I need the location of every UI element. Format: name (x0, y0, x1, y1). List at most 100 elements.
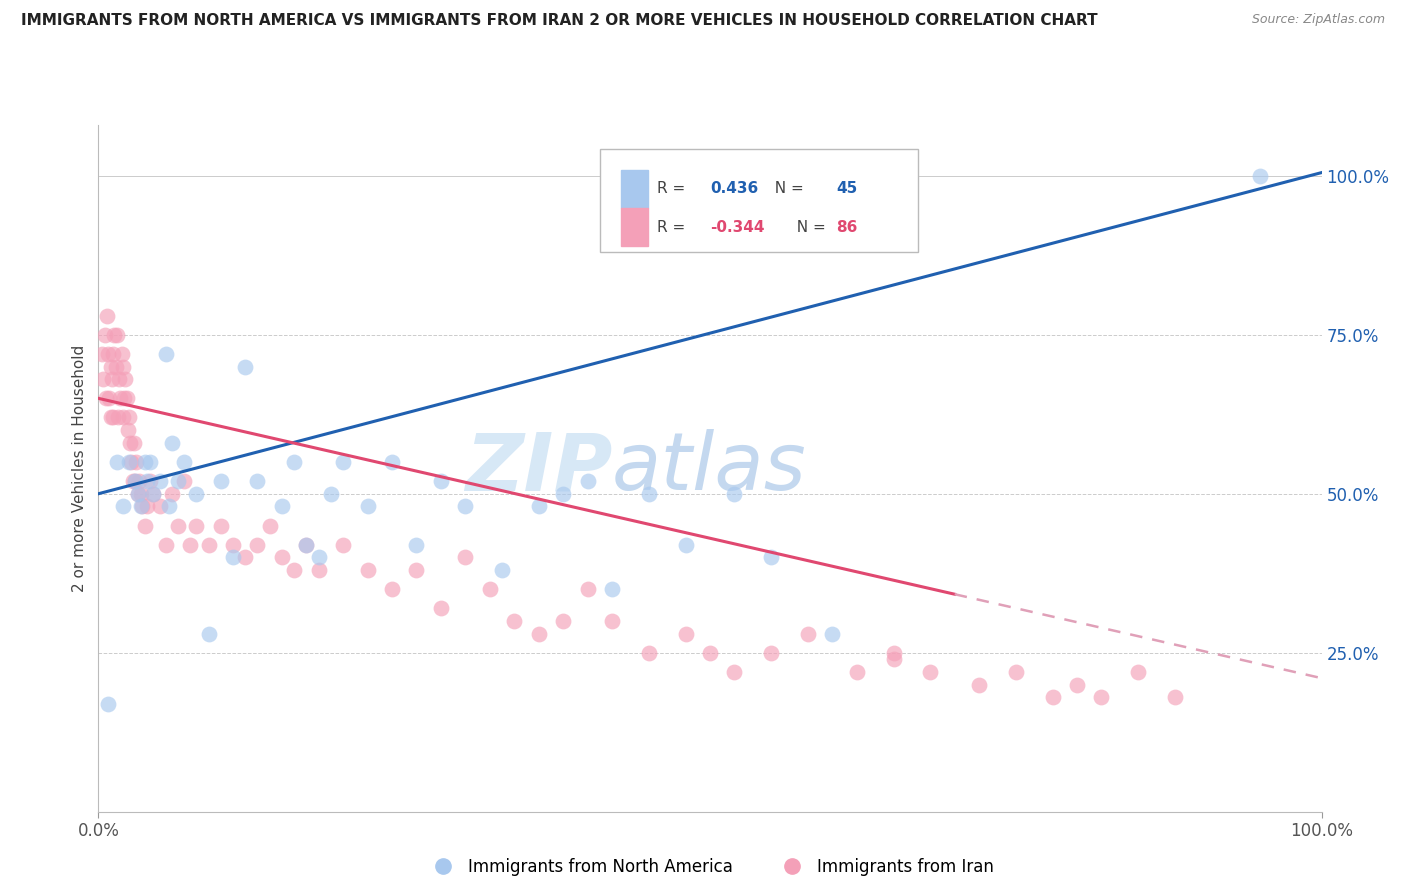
Point (105, 455, 128, 469)
Text: N =: N = (765, 181, 808, 196)
Point (97, 697, 120, 711)
Bar (620, 170, 648, 208)
Point (209, 474, 232, 488)
Point (91, 372, 114, 386)
Point (131, 500, 153, 514)
Point (638, 487, 661, 501)
Bar (620, 209, 648, 246)
Point (100, 359, 122, 374)
Point (118, 455, 141, 469)
Point (430, 474, 453, 488)
Point (186, 487, 208, 501)
Point (129, 487, 152, 501)
Point (149, 474, 172, 488)
Point (98, 392, 121, 406)
Point (122, 435, 145, 450)
Point (295, 538, 318, 552)
Point (356, 563, 378, 577)
Point (111, 410, 134, 425)
Point (381, 455, 404, 469)
Point (155, 347, 177, 361)
Point (1066, 677, 1088, 691)
Point (139, 455, 162, 469)
Point (967, 677, 990, 691)
Point (155, 538, 177, 552)
Point (233, 359, 256, 374)
Point (197, 626, 219, 640)
Y-axis label: 2 or more Vehicles in Household: 2 or more Vehicles in Household (72, 344, 87, 592)
Point (104, 359, 127, 374)
Point (124, 474, 146, 488)
Point (1090, 690, 1112, 705)
Text: 45: 45 (837, 181, 858, 196)
Point (1250, 169, 1272, 183)
Point (430, 601, 453, 615)
Point (883, 646, 905, 660)
Point (129, 500, 152, 514)
Point (125, 455, 148, 469)
Text: ZIP: ZIP (465, 429, 612, 508)
Text: N =: N = (787, 219, 831, 235)
Point (149, 500, 172, 514)
Point (139, 474, 162, 488)
Point (101, 372, 124, 386)
Point (319, 487, 342, 501)
Point (101, 410, 124, 425)
Point (142, 487, 165, 501)
Point (120, 455, 142, 469)
Point (167, 474, 190, 488)
Point (186, 518, 208, 533)
Point (600, 614, 623, 628)
Point (91, 347, 114, 361)
Point (142, 487, 165, 501)
Text: Source: ZipAtlas.com: Source: ZipAtlas.com (1251, 13, 1385, 27)
Point (356, 500, 378, 514)
Point (134, 455, 156, 469)
Point (100, 410, 122, 425)
Point (883, 652, 905, 666)
Point (127, 487, 149, 501)
Point (93, 327, 115, 342)
Point (553, 614, 575, 628)
Point (723, 487, 745, 501)
Point (270, 500, 294, 514)
Text: IMMIGRANTS FROM NORTH AMERICA VS IMMIGRANTS FROM IRAN 2 OR MORE VEHICLES IN HOUS: IMMIGRANTS FROM NORTH AMERICA VS IMMIGRA… (21, 13, 1098, 29)
Point (491, 563, 513, 577)
Point (222, 538, 245, 552)
Point (283, 455, 305, 469)
Point (134, 518, 156, 533)
Point (120, 435, 142, 450)
Point (283, 563, 305, 577)
Point (246, 474, 269, 488)
Point (638, 646, 661, 660)
Point (246, 538, 269, 552)
Point (723, 665, 745, 679)
Point (160, 435, 183, 450)
Point (197, 538, 219, 552)
Point (111, 500, 134, 514)
Point (124, 474, 146, 488)
Text: atlas: atlas (612, 429, 807, 508)
Point (160, 487, 183, 501)
Point (121, 474, 143, 488)
Point (699, 646, 721, 660)
Point (97, 347, 120, 361)
Point (259, 518, 281, 533)
Point (503, 614, 526, 628)
Point (308, 563, 330, 577)
Point (553, 487, 575, 501)
Point (295, 538, 318, 552)
Point (675, 626, 697, 640)
Point (222, 550, 245, 565)
Point (332, 538, 354, 552)
Point (761, 550, 783, 565)
Point (179, 538, 201, 552)
Point (209, 518, 232, 533)
Point (381, 582, 404, 596)
Point (111, 347, 134, 361)
Point (105, 327, 128, 342)
Point (96, 309, 118, 323)
Point (405, 538, 427, 552)
Point (576, 582, 599, 596)
Point (332, 455, 354, 469)
